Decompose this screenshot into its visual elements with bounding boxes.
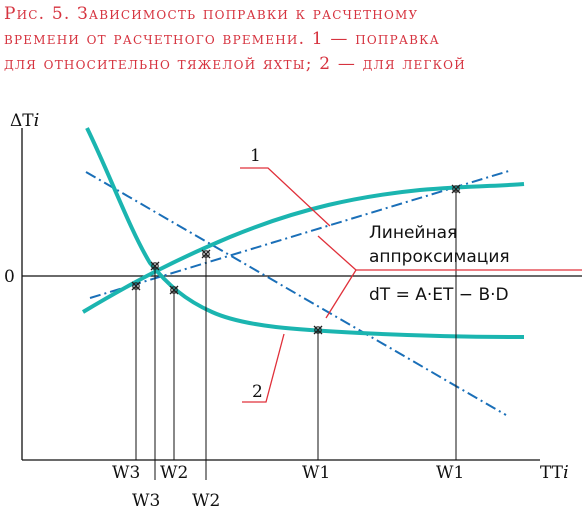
annotation-formula: dT = A·ET − B·D: [369, 285, 509, 305]
tick-w2-top: W2: [160, 463, 188, 483]
marker-w2-b: [201, 249, 211, 259]
caption-line-1: Рис. 5. Зависимость поправки к расчетном…: [4, 4, 419, 24]
tick-w1-b: W1: [436, 463, 464, 483]
approx-line-2: [85, 171, 507, 416]
y-axis-label: ΔTi: [10, 110, 39, 131]
x-axis-label: TTi: [540, 462, 569, 483]
figure-caption: Рис. 5. Зависимость поправки к расчетном…: [4, 2, 582, 77]
caption-line-2: времени от расчетного времени. 1 — попра…: [4, 29, 440, 49]
curve-1-label: 1: [250, 146, 261, 166]
tick-w3-top: W3: [112, 463, 140, 483]
annotation-line-1: Линейная: [369, 223, 457, 243]
curve-2: [85, 127, 525, 339]
tick-w2-bottom: W2: [192, 491, 220, 511]
marker-w3-b: [150, 261, 160, 271]
curve-2-label: 2: [252, 382, 263, 402]
marker-w1-b: [451, 184, 461, 194]
tick-w3-bottom: W3: [132, 491, 160, 511]
curve-1-leader: [240, 167, 331, 227]
curve-2-leader: [242, 333, 285, 403]
zero-label: 0: [4, 267, 15, 287]
approx-leader-1: [317, 235, 357, 271]
tick-w1-a: W1: [302, 463, 330, 483]
caption-line-3: для относительно тяжелой яхты; 2 — для л…: [4, 54, 466, 74]
marker-w3-a: [131, 281, 141, 291]
marker-w1-a: [313, 325, 323, 335]
annotation-line-2: аппроксимация: [369, 247, 510, 267]
marker-w2-a: [169, 285, 179, 295]
approx-leader-2: [325, 269, 357, 319]
